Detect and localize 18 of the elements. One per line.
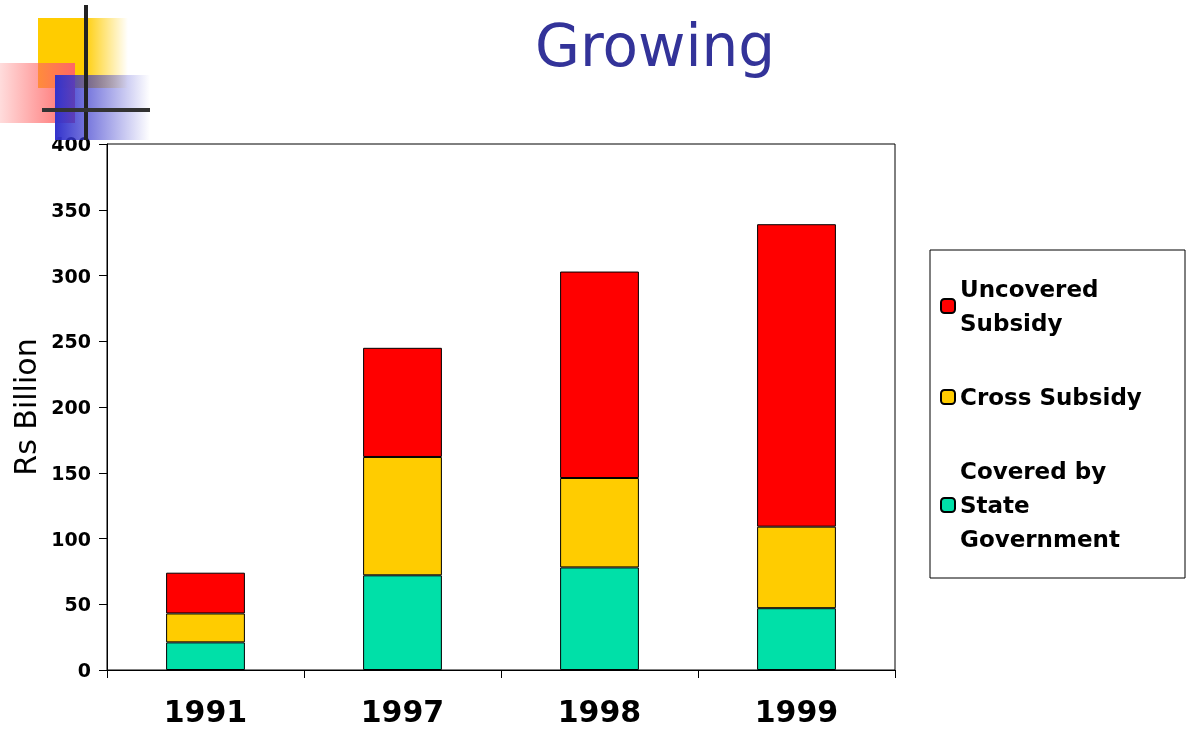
y-axis-title: Rs Billion — [7, 338, 43, 476]
x-tick-label: 1999 — [754, 693, 839, 729]
y-tick-label: 350 — [51, 198, 91, 221]
y-tick-label: 200 — [51, 396, 91, 418]
x-tick-label: 1997 — [360, 693, 445, 729]
y-tick-label: 400 — [51, 133, 91, 155]
legend-label: Cross Subsidy — [960, 384, 1142, 410]
x-tick-label: 1991 — [163, 693, 248, 729]
y-tick-label: 100 — [51, 527, 91, 550]
y-tick-label: 0 — [77, 659, 91, 681]
legend-label: Uncovered Subsidy — [960, 276, 1107, 336]
y-tick-label: 300 — [51, 264, 91, 287]
legend-label: Covered by State Government — [960, 458, 1120, 552]
y-tick-label: 50 — [64, 593, 91, 616]
y-tick-label: 150 — [51, 461, 91, 484]
chart-title: Growing — [534, 12, 776, 80]
x-tick-label: 1998 — [557, 693, 642, 729]
y-tick-label: 250 — [51, 330, 91, 353]
